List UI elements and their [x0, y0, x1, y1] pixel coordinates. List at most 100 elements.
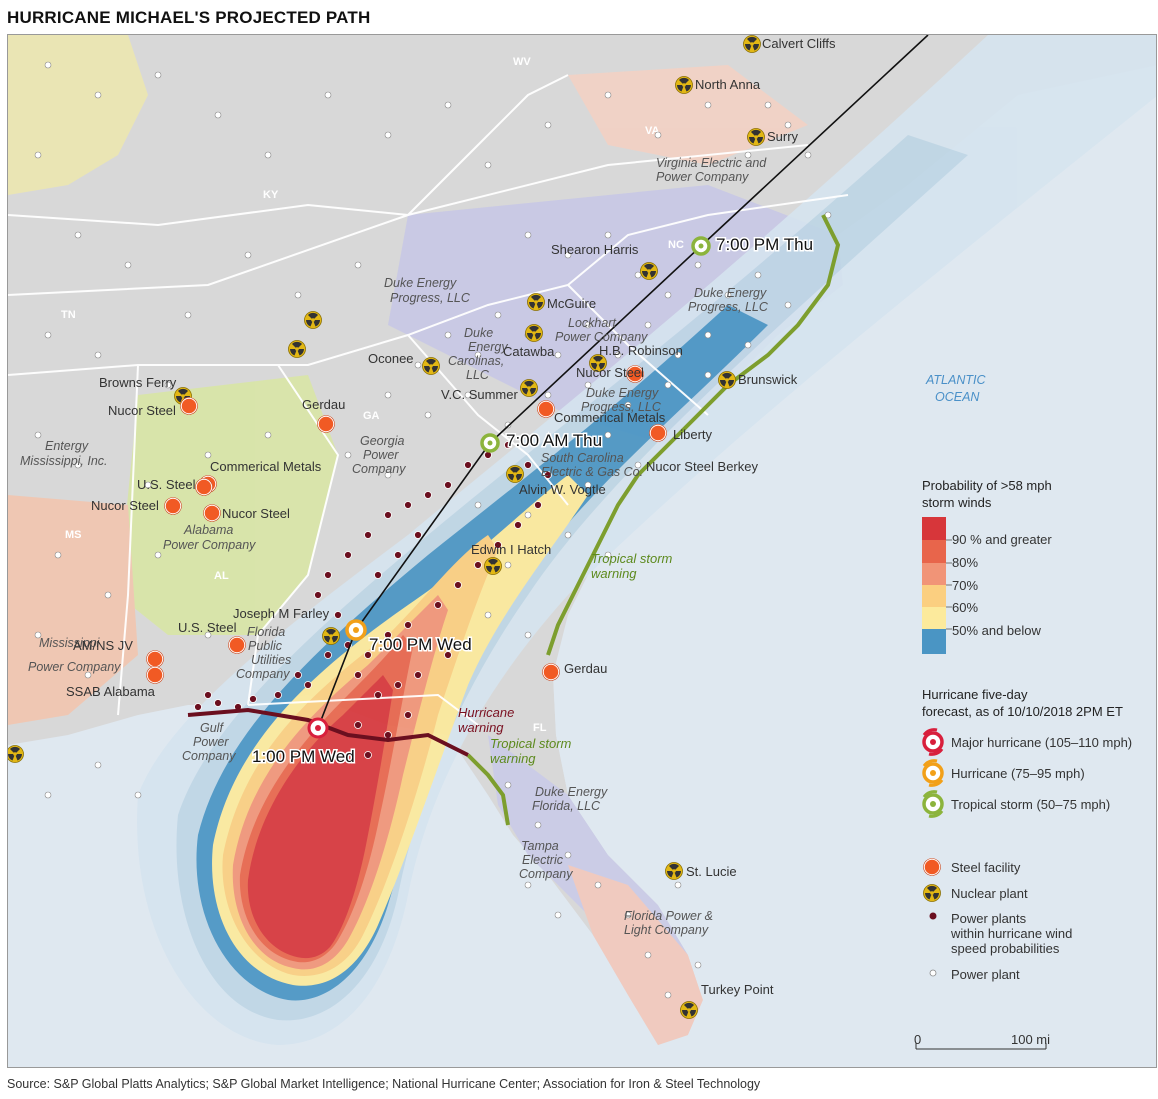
utility-label: Electric [522, 853, 564, 867]
steel-facility-icon[interactable] [228, 636, 246, 654]
forecast-label-2: 7:00 PM Wed [369, 635, 472, 654]
forecast-marker-hurricane [345, 619, 367, 641]
nuclear-plant-icon[interactable] [680, 1001, 698, 1019]
utility-label: Virginia Electric and [656, 156, 767, 170]
tropical-storm-warning-line-fl [466, 753, 510, 826]
tropical-warning-label-1-line1: Tropical storm [591, 551, 673, 566]
nuclear-plant-icon[interactable] [520, 379, 538, 397]
steel-facility-label: U.S. Steel [178, 620, 237, 635]
utility-label: Company [182, 749, 236, 763]
utility-label: Duke Energy [535, 785, 608, 799]
nuclear-plant-icon[interactable] [288, 340, 306, 358]
region-yellow [8, 35, 148, 195]
nuclear-plant-label: Alvin W. Vogtle [519, 482, 606, 497]
hurricane-icon [922, 759, 944, 787]
steel-facility-icon[interactable] [164, 497, 182, 515]
nuclear-plant-icon[interactable] [527, 293, 545, 311]
nuclear-plant-icon[interactable] [675, 76, 693, 94]
utility-label: South Carolina [541, 451, 624, 465]
nuclear-plant-icon[interactable] [422, 357, 440, 375]
steel-facility-label: AM/NS JV [73, 638, 133, 653]
utility-label: Power [193, 735, 229, 749]
state-label-al: AL [214, 570, 229, 582]
hurricane-warning-label-line1: Hurricane [458, 705, 514, 720]
nuclear-plant-icon[interactable] [322, 627, 340, 645]
ocean-east [553, 65, 1156, 1067]
region-pink-fl [568, 865, 703, 1045]
major-hurricane-icon [922, 728, 944, 756]
legend-prob-label: 50% and below [952, 623, 1042, 638]
wind-probability-cone [137, 35, 1156, 1045]
utility-label: Carolinas, [448, 354, 504, 368]
steel-facility-label: Gerdau [302, 397, 345, 412]
state-label-tn: TN [61, 309, 76, 321]
utility-label: Duke Energy [586, 386, 659, 400]
steel-facility-icon[interactable] [537, 400, 555, 418]
nuclear-plant-icon[interactable] [484, 557, 502, 575]
nuclear-plant-icon[interactable] [747, 128, 765, 146]
legend-swatch-70 [922, 563, 946, 585]
legend-category-label: Major hurricane (105–110 mph) [951, 735, 1132, 750]
steel-facility-icon[interactable] [146, 650, 164, 668]
steel-facility-icon[interactable] [649, 424, 667, 442]
utility-label: Power Company [656, 170, 749, 184]
scale-bar: 0 100 mi [914, 1032, 1050, 1050]
utility-label: Power Company [28, 660, 121, 674]
utility-label: Gulf [200, 721, 224, 735]
nuclear-plant-label: Oconee [368, 351, 414, 366]
affected-power-plant-dots [194, 441, 552, 759]
nuclear-plant-icon[interactable] [525, 324, 543, 342]
utility-label: Company [519, 867, 573, 881]
scale-zero: 0 [914, 1032, 921, 1047]
utility-label: Mississippi, Inc. [20, 454, 108, 468]
nuclear-plant-icon[interactable] [8, 745, 24, 763]
region-green-al [118, 375, 338, 635]
tropical-storm-warning-line-east [546, 214, 841, 656]
utility-label: Progress, LLC [581, 400, 662, 414]
steel-facility-icon[interactable] [195, 478, 213, 496]
steel-facility-icon[interactable] [203, 504, 221, 522]
steel-facility-label: Commerical Metals [210, 459, 322, 474]
source-note: Source: S&P Global Platts Analytics; S&P… [7, 1077, 761, 1091]
legend: Probability of >58 mph storm winds 90 % … [922, 478, 1132, 982]
nuclear-plant-label: Catawba [503, 344, 555, 359]
steel-facility-icon[interactable] [180, 397, 198, 415]
tropical-storm-icon [922, 790, 944, 818]
legend-symbol-label: Power plants [951, 911, 1027, 926]
legend-prob-label: 80% [952, 555, 978, 570]
legend-prob-label: 60% [952, 600, 978, 615]
legend-prob-title-2: storm winds [922, 495, 992, 510]
utility-label: Light Company [624, 923, 709, 937]
nuclear-plant-icon[interactable] [718, 371, 736, 389]
utility-label: Entergy [45, 439, 89, 453]
steel-facility-icon[interactable] [146, 666, 164, 684]
utility-label: Progress, LLC [390, 291, 471, 305]
nuclear-plant-label: McGuire [547, 296, 596, 311]
steel-facility-label: Nucor Steel [576, 365, 644, 380]
legend-swatch-80 [922, 540, 946, 563]
scale-distance: 100 mi [1011, 1032, 1050, 1047]
map-frame[interactable]: WV KY VA TN NC GA AL MS FL Tropical stor… [7, 34, 1157, 1068]
nuclear-plant-label: North Anna [695, 77, 761, 92]
map-title: HURRICANE MICHAEL'S PROJECTED PATH [7, 8, 371, 27]
nuclear-plant-icon[interactable] [506, 465, 524, 483]
utility-label: LLC [466, 368, 490, 382]
nuclear-plant-label: Edwin I Hatch [471, 542, 551, 557]
legend-swatch-90 [922, 517, 946, 540]
nuclear-plant-icon[interactable] [743, 35, 761, 53]
state-label-ga: GA [363, 410, 380, 422]
legend-symbol-label: speed probabilities [951, 941, 1060, 956]
steel-facility-label: Nucor Steel [222, 506, 290, 521]
nuclear-plant-legend-icon [923, 884, 941, 902]
forecast-marker-major [307, 717, 329, 739]
nuclear-plant-icon[interactable] [304, 311, 322, 329]
steel-facility-label: Nucor Steel Berkey [646, 459, 758, 474]
steel-facility-icon[interactable] [317, 415, 335, 433]
nuclear-plant-icon[interactable] [665, 862, 683, 880]
steel-facility-icon[interactable] [542, 663, 560, 681]
state-boundaries [8, 74, 849, 726]
hurricane-warning-label-line2: warning [458, 720, 504, 735]
nuclear-plant-icon[interactable] [640, 262, 658, 280]
legend-forecast-title-2: forecast, as of 10/10/2018 2PM ET [922, 704, 1123, 719]
utility-label: Mississippi [39, 636, 101, 650]
